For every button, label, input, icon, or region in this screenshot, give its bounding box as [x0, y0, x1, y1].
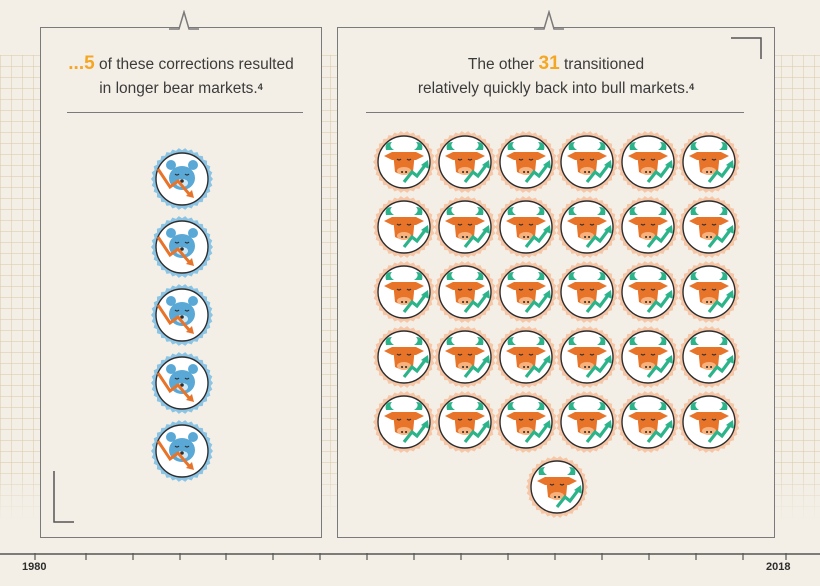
bull-heading-text: transitioned — [559, 56, 645, 73]
bull-market-icon — [555, 390, 619, 454]
bull-market-icon — [555, 195, 619, 259]
bull-market-icon — [494, 130, 558, 194]
bull-heading-line2: relatively quickly back into bull market… — [417, 80, 690, 97]
bear-markets-panel: ...5 of these corrections resulted in lo… — [40, 10, 322, 538]
bear-market-icon — [150, 147, 214, 211]
bull-market-icon — [433, 195, 497, 259]
bull-market-icon — [372, 260, 436, 324]
bull-market-icon — [372, 130, 436, 194]
bull-market-icon — [677, 260, 741, 324]
bull-panel-heading: The other 31 transitioned relatively qui… — [338, 52, 774, 101]
bull-footnote: 4 — [689, 82, 695, 92]
bull-market-icon — [677, 195, 741, 259]
bear-heading-line2: in longer bear markets. — [99, 80, 258, 97]
bear-count: 5 — [84, 53, 95, 74]
bear-market-icon — [150, 351, 214, 415]
bear-market-icon — [150, 419, 214, 483]
bull-market-icon — [677, 390, 741, 454]
bull-market-icon — [494, 260, 558, 324]
bull-market-icon — [616, 195, 680, 259]
bull-prefix: The other — [467, 56, 539, 73]
bull-market-icon — [616, 260, 680, 324]
bull-market-icon — [494, 195, 558, 259]
bull-market-icon — [616, 390, 680, 454]
bull-market-icon — [616, 325, 680, 389]
panel-notch — [169, 10, 199, 30]
bear-footnote: 4 — [257, 82, 263, 92]
bull-market-icon — [677, 130, 741, 194]
panel-notch — [534, 10, 564, 30]
bear-panel-heading: ...5 of these corrections resulted in lo… — [41, 52, 321, 101]
bull-market-icon — [616, 130, 680, 194]
bear-heading-rule — [67, 112, 303, 113]
bull-market-icon — [677, 325, 741, 389]
bull-market-icon — [494, 390, 558, 454]
bear-prefix: ... — [68, 53, 85, 74]
bull-market-icon — [525, 455, 589, 519]
bull-market-icon — [555, 325, 619, 389]
bull-count: 31 — [538, 53, 560, 74]
corner-bracket — [731, 37, 762, 59]
bull-market-icon — [372, 325, 436, 389]
bull-market-icon — [433, 260, 497, 324]
timeline-end-label: 2018 — [766, 561, 791, 573]
bull-market-icon — [433, 325, 497, 389]
bull-market-icon — [555, 130, 619, 194]
bear-market-icon — [150, 283, 214, 347]
bull-market-icon — [494, 325, 558, 389]
bear-heading-text: of these corrections resulted — [94, 56, 294, 73]
bull-market-icon — [433, 390, 497, 454]
bull-market-icon — [433, 130, 497, 194]
timeline-axis — [0, 553, 820, 560]
bear-market-icon — [150, 215, 214, 279]
bull-market-icon — [372, 390, 436, 454]
bull-market-icon — [555, 260, 619, 324]
bull-market-icon — [372, 195, 436, 259]
timeline-start-label: 1980 — [22, 561, 47, 573]
bull-heading-rule — [366, 112, 744, 113]
corner-bracket — [53, 471, 74, 523]
bull-markets-panel: The other 31 transitioned relatively qui… — [337, 10, 775, 538]
